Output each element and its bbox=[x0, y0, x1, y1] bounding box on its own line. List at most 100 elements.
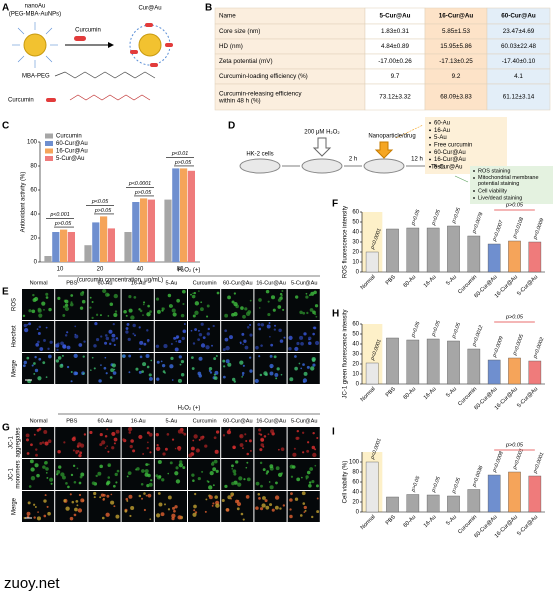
cell-spot bbox=[141, 370, 144, 374]
cell-spot bbox=[245, 495, 250, 499]
p-value: p>0.05 bbox=[410, 475, 421, 493]
cell-spot bbox=[264, 499, 268, 503]
cell-spot bbox=[258, 307, 261, 309]
label: Tests bbox=[431, 165, 445, 171]
cell-spot bbox=[38, 313, 43, 318]
cell-spot bbox=[241, 332, 245, 336]
cell-spot bbox=[172, 506, 176, 510]
cell-spot bbox=[37, 376, 42, 381]
y-axis-label: ROS fluorescence intensity bbox=[343, 206, 349, 278]
cell-spot bbox=[33, 296, 39, 302]
cell-spot bbox=[128, 308, 133, 313]
cell-spot bbox=[214, 449, 219, 454]
table-header: 5-Cur@Au bbox=[380, 13, 411, 20]
bar bbox=[447, 340, 460, 385]
cell-spot bbox=[292, 452, 297, 457]
cell-spot bbox=[211, 344, 213, 347]
workflow bbox=[239, 117, 553, 204]
curcumin-pill bbox=[46, 98, 56, 102]
bar bbox=[508, 471, 521, 513]
cell-spot bbox=[241, 376, 243, 378]
cell-spot bbox=[191, 295, 196, 299]
cell-spot bbox=[93, 491, 97, 496]
cell-spot bbox=[303, 511, 306, 514]
cell-spot bbox=[75, 499, 79, 503]
cell-spot bbox=[128, 494, 133, 499]
cell-spot bbox=[71, 500, 75, 504]
cell-spot bbox=[258, 428, 262, 432]
cell-spot bbox=[177, 378, 182, 383]
cell-spot bbox=[176, 298, 181, 303]
cell-spot bbox=[99, 464, 103, 469]
cell-spot bbox=[82, 372, 85, 375]
cell-spot bbox=[179, 363, 182, 366]
cell-spot bbox=[281, 290, 284, 293]
cell-spot bbox=[100, 335, 103, 338]
cell-spot bbox=[166, 433, 170, 436]
p-value: p>0.05 bbox=[451, 322, 462, 340]
cell-spot bbox=[178, 355, 182, 359]
cell-spot bbox=[64, 303, 69, 308]
cell-spot bbox=[42, 361, 46, 365]
cell-spot bbox=[183, 323, 186, 325]
cell-spot bbox=[80, 472, 85, 477]
cell-spot bbox=[308, 483, 312, 488]
bullet bbox=[473, 190, 475, 192]
cell-spot bbox=[209, 471, 214, 476]
p-value: p>0.05 bbox=[410, 321, 421, 339]
cell-spot bbox=[213, 373, 216, 376]
cell-spot bbox=[100, 364, 102, 366]
p-value: p=0.0007 bbox=[491, 219, 505, 244]
cell-spot bbox=[47, 347, 50, 351]
cell-spot bbox=[111, 446, 115, 450]
bar bbox=[107, 228, 115, 262]
cell-spot bbox=[36, 473, 40, 478]
mba-peg-structure bbox=[54, 71, 156, 79]
cell-spot bbox=[125, 330, 129, 334]
cell-spot bbox=[239, 443, 244, 447]
cell-spot bbox=[180, 313, 185, 318]
bar bbox=[140, 198, 148, 262]
cell-spot bbox=[138, 308, 141, 311]
cell-spot bbox=[242, 314, 246, 319]
cell-spot bbox=[236, 499, 240, 503]
cell-spot bbox=[37, 331, 41, 335]
cell-spot bbox=[115, 429, 120, 434]
cell-spot bbox=[146, 441, 149, 444]
cell-spot bbox=[208, 495, 213, 500]
cell-spot bbox=[259, 461, 263, 465]
cell-spot bbox=[33, 503, 36, 506]
cell-spot bbox=[114, 310, 118, 313]
table-cell bbox=[214, 83, 366, 111]
x-tick-label: PBS bbox=[385, 514, 397, 526]
cell-spot bbox=[99, 314, 102, 317]
x-tick-label: 5-Au bbox=[445, 386, 458, 399]
y-tick-label: 10 bbox=[352, 260, 359, 266]
cell-spot bbox=[63, 499, 67, 503]
cell-spot bbox=[75, 449, 79, 454]
cell-spot bbox=[57, 449, 61, 454]
cell-spot bbox=[72, 464, 76, 468]
cell-spot bbox=[37, 308, 42, 313]
cell-spot bbox=[314, 340, 320, 346]
label: nanoAu bbox=[25, 4, 46, 10]
cell-spot bbox=[192, 512, 197, 517]
cell-spot bbox=[309, 308, 314, 312]
y-tick-label: 10 bbox=[352, 372, 359, 378]
cell-spot bbox=[308, 294, 311, 297]
cell-spot bbox=[245, 440, 248, 443]
table-header: 60-Cur@Au bbox=[501, 13, 536, 20]
cell-spot bbox=[183, 432, 187, 436]
cell-spot bbox=[212, 484, 215, 487]
cell-spot bbox=[142, 362, 147, 367]
cell-spot bbox=[98, 379, 102, 383]
micrograph bbox=[287, 491, 320, 522]
y-tick-label: 60 bbox=[352, 210, 359, 216]
cell-spot bbox=[72, 449, 75, 452]
cell-spot bbox=[302, 311, 306, 315]
cell-spot bbox=[63, 441, 66, 444]
cell-spot bbox=[138, 347, 142, 351]
cell-spot bbox=[156, 309, 161, 314]
cell-spot bbox=[277, 305, 282, 309]
